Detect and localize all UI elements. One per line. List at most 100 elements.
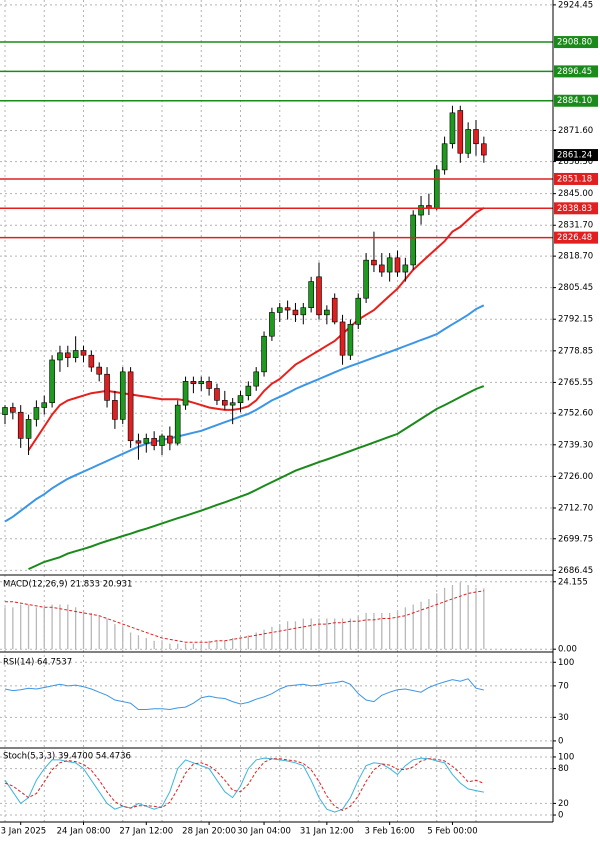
x-tick-label: 31 Jan 12:00 (300, 827, 354, 837)
level-label-box (554, 65, 598, 78)
candle-body (112, 400, 118, 420)
y-tick-label: 2726.00 (558, 472, 593, 482)
level-label-box (554, 202, 598, 215)
x-tick-label: 24 Jan 08:00 (57, 827, 111, 837)
indicator-line (5, 590, 484, 643)
last-price-box (554, 149, 598, 162)
candle-body (300, 307, 307, 316)
candle-body (222, 400, 228, 406)
x-tick-label: 27 Jan 12:00 (119, 827, 173, 837)
candle-body (190, 381, 197, 385)
y-tick-label: 80 (558, 764, 569, 774)
candle-body (292, 309, 299, 316)
y-tick-label: 2871.60 (558, 126, 593, 136)
candle-body (339, 321, 346, 356)
level-label-box (554, 94, 598, 107)
candle-body (481, 143, 487, 156)
candle-body (214, 388, 220, 401)
y-tick-label: 100 (558, 752, 574, 762)
candle-body (253, 371, 259, 387)
candle-body (88, 354, 95, 368)
indicator-line (28, 385, 485, 571)
candle-body (245, 385, 252, 396)
candle-body (151, 438, 157, 446)
y-tick-label: 30 (558, 713, 569, 723)
y-tick-label: 100 (558, 658, 574, 668)
candle-body (269, 312, 275, 337)
candle-body (72, 350, 79, 358)
y-tick-label: 2858.50 (558, 157, 593, 167)
candle-body (276, 307, 283, 313)
indicator-title: MACD(12,26,9) 21.833 20.931 (3, 580, 132, 590)
last-price-label: 2861.24 (557, 151, 592, 161)
candle-body (449, 112, 456, 145)
candle-body (2, 407, 8, 415)
candle-body (371, 259, 377, 266)
x-tick-label: 3 Feb 16:00 (364, 827, 414, 837)
candle-body (65, 352, 71, 358)
y-tick-label: 2739.30 (558, 440, 593, 450)
candle-body (96, 366, 102, 375)
candle-body (465, 129, 471, 154)
level-label: 2851.18 (557, 174, 592, 184)
indicator-line (4, 678, 484, 711)
candle-body (49, 359, 55, 404)
y-tick-label: 2765.55 (558, 378, 593, 388)
level-label: 2896.45 (557, 67, 592, 77)
x-tick-label: 30 Jan 04:00 (237, 827, 291, 837)
y-tick-label: 2792.15 (558, 315, 593, 325)
y-tick-label: 0.00 (558, 645, 577, 655)
indicator-title: Stoch(5,3,3) 39.4700 54.4736 (3, 752, 131, 762)
candle-body (33, 407, 40, 420)
y-tick-label: 2752.60 (558, 409, 593, 419)
x-tick-label: 5 Feb 00:00 (427, 827, 477, 837)
candle-body (386, 257, 393, 273)
indicator-line (4, 304, 485, 523)
candle-body (284, 307, 291, 311)
candle-body (127, 371, 134, 442)
y-tick-label: 20 (558, 799, 569, 809)
x-tick-label: 28 Jan 20:00 (182, 827, 236, 837)
candle-body (25, 419, 32, 439)
candle-body (324, 309, 330, 316)
candle-body (347, 324, 354, 356)
y-tick-label: 0 (558, 736, 563, 746)
candle-body (17, 411, 24, 439)
indicator-title: RSI(14) 64.7537 (3, 658, 72, 668)
candle-body (394, 257, 401, 273)
y-tick-label: 2699.75 (558, 534, 593, 544)
candle-body (473, 129, 479, 145)
y-tick-label: 2831.70 (558, 221, 593, 231)
candle-body (363, 259, 369, 299)
candle-body (119, 371, 126, 420)
candle-body (237, 395, 244, 404)
y-tick-label: 2805.45 (558, 283, 593, 293)
candle-body (441, 143, 448, 171)
y-tick-label: 2686.45 (558, 566, 593, 576)
candle-body (10, 407, 16, 413)
candle-body (402, 264, 409, 273)
candle-body (457, 110, 464, 154)
level-label-box (554, 36, 598, 49)
candle-body (159, 435, 165, 446)
candle-body (182, 381, 189, 406)
candle-body (308, 281, 314, 308)
indicator-line (4, 758, 484, 811)
candle-body (418, 205, 424, 216)
candle-body (143, 438, 150, 444)
level-label: 2838.83 (557, 204, 592, 214)
level-label: 2908.80 (557, 38, 592, 48)
candle-body (316, 276, 322, 316)
candle-body (57, 352, 63, 361)
y-tick-label: 0 (558, 811, 563, 821)
x-tick-label: 23 Jan 2025 (0, 827, 46, 837)
candle-body (174, 404, 181, 444)
candle-body (167, 435, 173, 444)
candle-body (261, 335, 267, 373)
y-tick-label: 70 (558, 681, 569, 691)
y-tick-label: 2778.85 (558, 346, 593, 356)
y-tick-label: 2818.70 (558, 252, 593, 262)
y-tick-label: 2924.45 (558, 0, 593, 10)
candle-body (410, 214, 417, 266)
